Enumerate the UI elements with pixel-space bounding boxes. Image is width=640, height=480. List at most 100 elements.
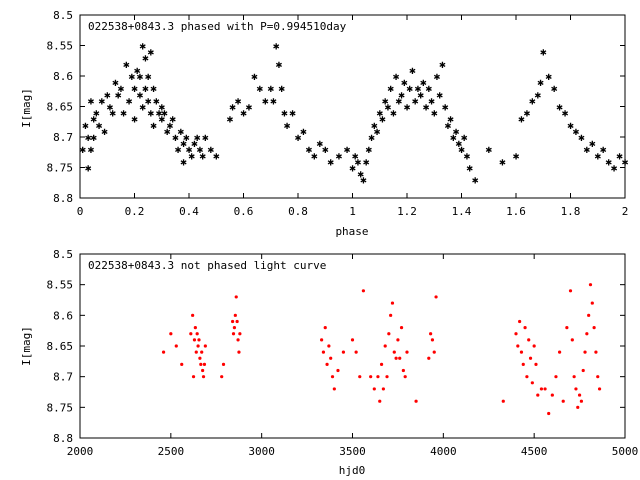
data-point: ✱ [360,174,367,187]
data-point [327,344,331,348]
data-point [519,350,524,354]
data-point: ✱ [191,137,198,150]
data-point [235,319,239,324]
data-point: ✱ [267,82,274,95]
data-point: ✱ [107,101,114,114]
data-point: ✱ [431,107,438,120]
data-point: ✱ [79,143,86,156]
phased-x-tick-label: 1.2 [397,205,417,218]
data-point [196,344,200,348]
data-point [523,326,527,330]
data-point: ✱ [199,149,206,162]
phased-x-tick-label: 0.8 [288,205,308,218]
phased-x-tick-label: 1.4 [452,205,472,218]
data-point [197,338,201,342]
data-point [583,350,587,354]
phased-y-tick-label: 8.65 [47,101,74,114]
data-point: ✱ [385,101,392,114]
data-point [323,326,327,330]
unphased-x-tick-label: 3500 [339,445,366,458]
phased-y-tick-labels: 8.5 8.55 8.6 8.65 8.7 8.75 8.8 [47,9,74,205]
data-point [385,375,389,379]
data-point: ✱ [175,143,182,156]
data-point: ✱ [284,119,291,132]
data-point [588,283,593,287]
data-point [350,338,355,342]
data-point: ✱ [534,88,541,101]
data-point: ✱ [273,40,280,53]
data-point [528,356,533,360]
data-point [579,399,584,403]
data-point [201,368,205,373]
data-point [561,399,565,403]
data-point [369,375,373,379]
data-point: ✱ [417,88,424,101]
data-point [534,362,538,366]
unphased-ticks [79,253,626,439]
data-point [572,375,576,379]
data-point [394,356,398,360]
data-point: ✱ [311,149,318,162]
data-point [201,375,206,379]
data-point: ✱ [262,94,269,107]
data-point: ✱ [145,94,152,107]
data-point: ✱ [153,94,160,107]
data-point: ✱ [611,162,618,175]
data-point [220,375,224,379]
unphased-x-tick-label: 3000 [248,445,275,458]
unphased-x-tick-label: 2000 [67,445,94,458]
data-point: ✱ [289,107,296,120]
data-point [231,332,236,336]
data-point [530,381,534,385]
data-point [234,295,238,299]
phased-data-points: ✱✱✱✱✱✱✱✱✱✱✱✱✱✱✱✱✱✱✱✱✱✱✱✱✱✱✱✱✱✱✱✱✱✱✱✱✱✱✱✱… [79,40,628,187]
phased-y-tick-label: 8.8 [53,192,73,205]
data-point: ✱ [404,101,411,114]
data-point: ✱ [137,70,144,83]
unphased-x-tick-label: 4500 [521,445,548,458]
data-point [539,387,544,391]
data-point: ✱ [142,82,149,95]
phased-ticks [79,14,626,199]
data-point [581,368,585,373]
data-point [525,375,529,379]
data-point: ✱ [366,143,373,156]
data-point: ✱ [257,82,264,95]
unphased-y-axis-label: I[mag] [20,326,33,366]
data-point: ✱ [278,82,285,95]
data-point [203,344,207,348]
data-point [174,344,178,348]
data-point: ✱ [112,76,119,89]
data-point: ✱ [246,101,253,114]
data-point: ✱ [123,58,130,71]
data-point [193,326,197,330]
data-point [396,338,400,342]
unphased-y-tick-labels: 8.5 8.55 8.6 8.65 8.7 8.75 8.8 [47,248,74,445]
data-point [191,313,195,317]
data-point [577,393,582,397]
data-point: ✱ [349,162,356,175]
data-point [221,362,226,366]
data-point [341,350,346,354]
data-point: ✱ [96,119,103,132]
data-point: ✱ [357,168,364,181]
unphased-y-tick-label: 8.75 [47,401,74,414]
data-point: ✱ [240,107,247,120]
data-point: ✱ [139,101,146,114]
unphased-y-tick-label: 8.5 [53,248,73,261]
data-point: ✱ [180,137,187,150]
data-point [590,301,594,305]
data-point [378,399,382,403]
data-point [592,326,596,330]
data-point [332,387,336,391]
data-point: ✱ [142,52,149,65]
data-point: ✱ [415,82,422,95]
data-point [321,350,326,354]
phased-x-tick-label: 0.6 [234,205,254,218]
data-point: ✱ [368,131,375,144]
data-point [354,350,358,354]
data-point: ✱ [529,94,536,107]
data-point: ✱ [409,64,416,77]
data-point: ✱ [145,70,152,83]
